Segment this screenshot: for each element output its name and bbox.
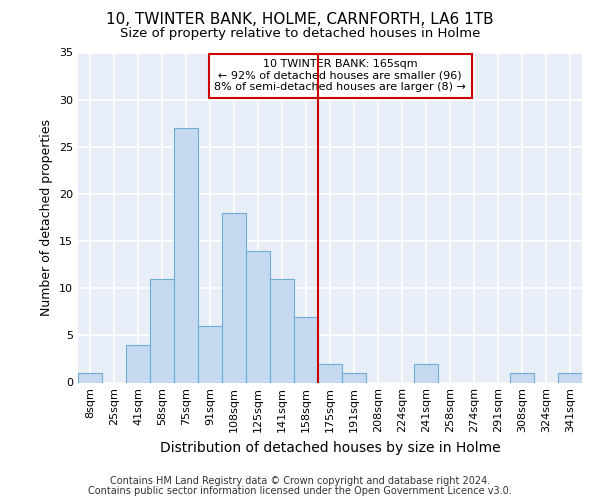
- Bar: [558, 373, 582, 382]
- Text: Size of property relative to detached houses in Holme: Size of property relative to detached ho…: [120, 28, 480, 40]
- X-axis label: Distribution of detached houses by size in Holme: Distribution of detached houses by size …: [160, 441, 500, 455]
- Text: Contains public sector information licensed under the Open Government Licence v3: Contains public sector information licen…: [88, 486, 512, 496]
- Text: 10, TWINTER BANK, HOLME, CARNFORTH, LA6 1TB: 10, TWINTER BANK, HOLME, CARNFORTH, LA6 …: [106, 12, 494, 28]
- Bar: [270, 279, 294, 382]
- Bar: [414, 364, 438, 382]
- Bar: [294, 316, 318, 382]
- Text: Contains HM Land Registry data © Crown copyright and database right 2024.: Contains HM Land Registry data © Crown c…: [110, 476, 490, 486]
- Bar: [174, 128, 198, 382]
- Y-axis label: Number of detached properties: Number of detached properties: [40, 119, 53, 316]
- Bar: [78, 373, 102, 382]
- Bar: [342, 373, 366, 382]
- Bar: [150, 279, 174, 382]
- Text: 10 TWINTER BANK: 165sqm
← 92% of detached houses are smaller (96)
8% of semi-det: 10 TWINTER BANK: 165sqm ← 92% of detache…: [214, 59, 466, 92]
- Bar: [198, 326, 222, 382]
- Bar: [246, 250, 270, 382]
- Bar: [318, 364, 342, 382]
- Bar: [126, 345, 150, 383]
- Bar: [222, 213, 246, 382]
- Bar: [510, 373, 534, 382]
